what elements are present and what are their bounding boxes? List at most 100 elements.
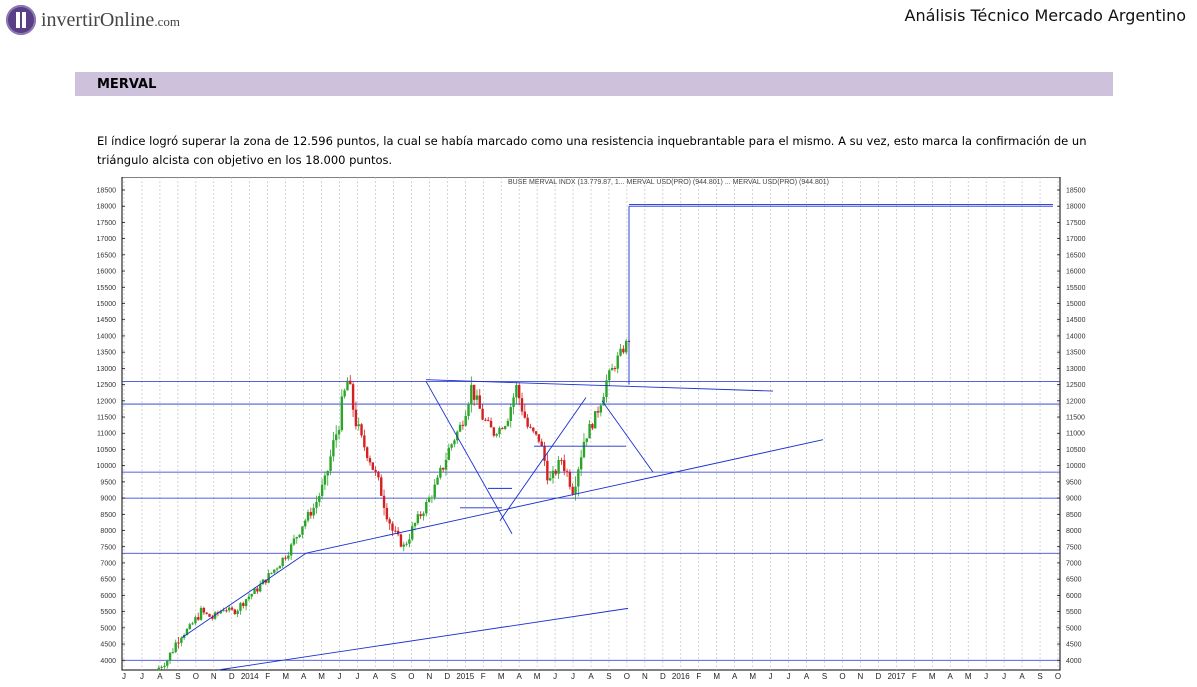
candle-body xyxy=(509,407,512,421)
candle-body xyxy=(334,434,338,441)
candle-body xyxy=(275,568,279,570)
candle-body xyxy=(236,610,239,615)
candle-body xyxy=(557,460,560,474)
y-tick-label-right: 8500 xyxy=(1066,512,1082,519)
x-tick-label: F xyxy=(696,672,701,681)
y-tick-label-right: 7000 xyxy=(1066,560,1082,567)
invertironline-logo[interactable]: invertirOnline.com xyxy=(6,4,180,36)
candle-body xyxy=(326,470,329,476)
section-header-bar: MERVAL xyxy=(75,72,1113,96)
candle-body xyxy=(582,441,586,458)
x-tick-label: A xyxy=(732,672,738,681)
x-tick-label: M xyxy=(965,672,972,681)
x-tick-label: M xyxy=(713,672,720,681)
document-title: Análisis Técnico Mercado Argentino xyxy=(904,6,1186,25)
y-tick-label-right: 12500 xyxy=(1066,382,1086,389)
candle-body xyxy=(258,584,262,592)
candle-body xyxy=(441,467,445,470)
x-tick-label: O xyxy=(1055,672,1061,681)
candle-body xyxy=(177,642,180,644)
trendline-pullback xyxy=(601,400,654,473)
candle-body xyxy=(543,446,546,461)
candle-body xyxy=(594,411,597,429)
candle-body xyxy=(450,444,453,448)
candle-body xyxy=(233,609,237,615)
candle-body xyxy=(292,538,296,545)
candle-body xyxy=(270,572,273,574)
candle-body xyxy=(228,607,231,611)
candle-body xyxy=(422,513,425,517)
candle-body xyxy=(298,534,301,538)
x-tick-label: D xyxy=(444,672,450,681)
y-tick-label-right: 11500 xyxy=(1066,415,1085,422)
candle-body xyxy=(427,497,431,502)
x-tick-label: O xyxy=(408,672,414,681)
candle-body xyxy=(267,573,270,583)
candle-body xyxy=(357,424,360,427)
candle-body xyxy=(242,603,245,607)
x-tick-label: A xyxy=(301,672,307,681)
candle-body xyxy=(188,624,191,630)
candle-body xyxy=(388,519,391,524)
candle-body xyxy=(315,501,318,508)
candle-body xyxy=(185,629,189,635)
candle-body xyxy=(337,430,341,435)
candle-body xyxy=(481,408,484,420)
candle-body xyxy=(273,569,276,573)
y-tick-label-left: 14500 xyxy=(97,317,117,324)
y-tick-label-left: 16000 xyxy=(97,269,117,276)
candle-body xyxy=(478,395,481,409)
candle-body xyxy=(461,424,465,426)
candle-body xyxy=(596,411,600,413)
candle-body xyxy=(166,660,169,666)
x-tick-label: A xyxy=(804,672,810,681)
y-tick-label-right: 14000 xyxy=(1066,333,1086,340)
x-tick-label: F xyxy=(481,672,486,681)
candle-body xyxy=(571,486,574,495)
candle-body xyxy=(301,526,304,535)
candle-body xyxy=(287,555,290,559)
candle-body xyxy=(278,566,282,569)
candle-body xyxy=(202,607,206,613)
candle-body xyxy=(343,390,346,397)
candle-body xyxy=(351,384,355,410)
candle-body xyxy=(244,599,248,607)
candle-body xyxy=(579,457,583,470)
y-tick-label-left: 5000 xyxy=(100,625,116,632)
candle-body xyxy=(363,435,366,448)
candle-body xyxy=(613,368,617,370)
candle-body xyxy=(453,440,456,445)
candle-body xyxy=(306,512,310,521)
candle-body xyxy=(517,385,521,399)
y-tick-label-left: 7500 xyxy=(100,544,116,551)
candle-body xyxy=(489,420,493,428)
y-tick-label-right: 4500 xyxy=(1066,642,1082,649)
x-tick-label: J xyxy=(140,672,144,681)
y-tick-label-left: 13500 xyxy=(97,350,117,357)
candle-body xyxy=(194,617,197,624)
candle-body xyxy=(534,431,538,435)
candle-body xyxy=(568,472,572,487)
x-tick-label: N xyxy=(426,672,432,681)
trendlines xyxy=(181,204,1053,671)
x-tick-label: O xyxy=(624,672,630,681)
y-tick-label-right: 16000 xyxy=(1066,269,1086,276)
horizontal-levels xyxy=(122,381,1060,661)
candle-body xyxy=(433,484,436,498)
y-tick-label-left: 10500 xyxy=(97,447,117,454)
trendline-fall xyxy=(425,381,513,534)
x-tick-label: D xyxy=(660,672,666,681)
candle-body xyxy=(225,610,228,612)
x-tick-label: J xyxy=(122,672,126,681)
candle-body xyxy=(608,370,611,381)
analysis-paragraph: El índice logró superar la zona de 12.59… xyxy=(97,134,1087,167)
candle-body xyxy=(515,385,518,398)
candle-body xyxy=(439,467,442,478)
candle-body xyxy=(498,428,501,435)
y-tick-label-right: 17000 xyxy=(1066,236,1086,243)
x-tick-label: S xyxy=(822,672,827,681)
candle-body xyxy=(208,613,211,617)
candle-body xyxy=(619,348,622,356)
candle-body xyxy=(523,411,527,418)
candle-body xyxy=(622,348,625,353)
